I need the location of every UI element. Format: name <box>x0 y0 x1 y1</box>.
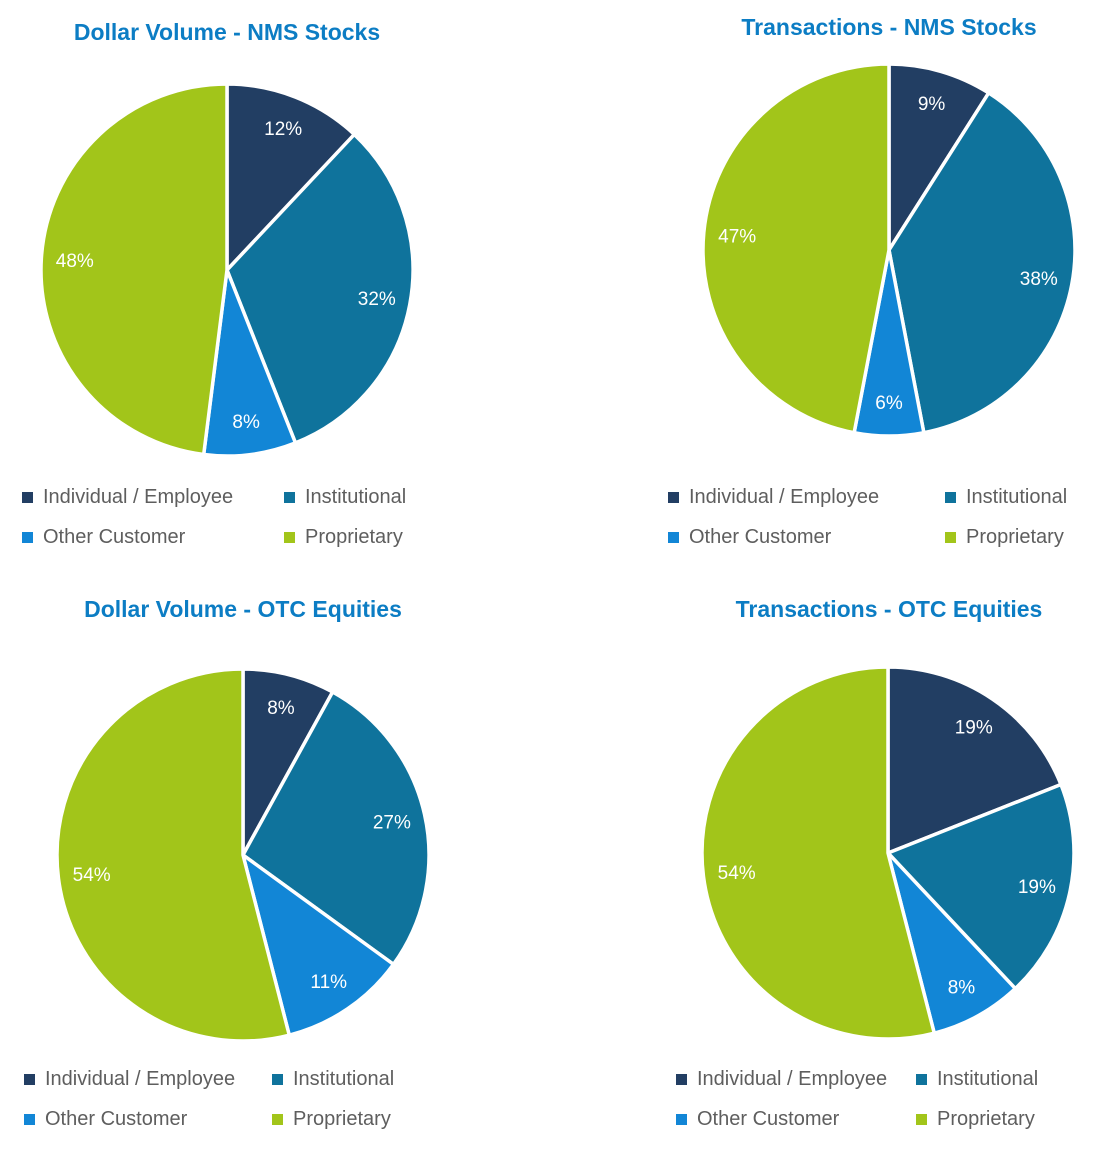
legend-label: Institutional <box>293 1068 395 1090</box>
slice-label: 32% <box>358 289 396 310</box>
legend-label: Individual / Employee <box>43 486 234 508</box>
pie-slice-institutional <box>240 689 431 967</box>
pie-slice-individual-employee <box>225 82 357 275</box>
legend-item-individual-employee: Individual / Employee <box>676 1068 916 1090</box>
legend-item-individual-employee: Individual / Employee <box>22 486 284 508</box>
slice-label: 38% <box>1020 269 1058 290</box>
chart-transactions-nms-stocks: Transactions - NMS Stocks 9% 38% 6% 47% Ind… <box>555 0 1110 581</box>
pie-slice-proprietary <box>39 82 229 457</box>
legend-swatch-blue <box>668 531 679 543</box>
legend-item-other-customer: Other Customer <box>22 526 284 548</box>
pie-chart: 12% 32% 8% 48% <box>39 82 415 458</box>
legend-label: Institutional <box>937 1068 1039 1090</box>
chart-dollar-volume-nms-stocks: Dollar Volume - NMS Stocks 12% 32% 8% 48% I… <box>0 0 555 581</box>
legend-item-other-customer: Other Customer <box>24 1108 272 1130</box>
legend-item-institutional: Institutional <box>945 486 1067 508</box>
slice-label: 8% <box>948 977 976 998</box>
legend-item-other-customer: Other Customer <box>676 1108 916 1130</box>
pie-slice-institutional <box>887 90 1077 435</box>
chart-title: Dollar Volume - OTC Equities <box>84 596 402 622</box>
legend-label: Individual / Employee <box>697 1068 888 1090</box>
legend-item-individual-employee: Individual / Employee <box>668 486 945 508</box>
legend-item-individual-employee: Individual / Employee <box>24 1068 272 1090</box>
slice-label: 6% <box>875 393 903 414</box>
pie-slice-individual-employee <box>886 665 1064 856</box>
chart-title: Transactions - OTC Equities <box>735 596 1043 622</box>
legend-label: Other Customer <box>43 526 186 548</box>
legend-label: Other Customer <box>689 526 832 548</box>
legend-label: Institutional <box>966 486 1068 508</box>
legend-swatch-blue <box>676 1113 687 1125</box>
slice-label: 47% <box>718 226 756 247</box>
chart-transactions-otc-equities: Transactions - OTC Equities 19% 19% 8% 54% … <box>555 581 1110 1162</box>
legend-label: Individual / Employee <box>689 486 880 508</box>
pie-slice-proprietary <box>700 665 937 1041</box>
legend-label: Proprietary <box>293 1108 391 1130</box>
chart-title: Transactions - NMS Stocks <box>741 14 1037 40</box>
legend-swatch-green <box>945 531 956 543</box>
legend-label: Proprietary <box>937 1108 1035 1130</box>
pie-slice-individual-employee <box>887 62 992 257</box>
legend-label: Institutional <box>305 486 407 508</box>
legend-item-other-customer: Other Customer <box>668 526 945 548</box>
pie-slice-institutional <box>884 782 1076 992</box>
chart-legend: Individual / Employee Institutional Othe… <box>668 486 1067 548</box>
legend-swatch-green <box>916 1113 927 1125</box>
slice-label: 19% <box>955 718 993 739</box>
slice-label: 54% <box>718 863 756 884</box>
legend-swatch-blue <box>22 531 33 543</box>
slice-label: 8% <box>267 698 295 719</box>
chart-dollar-volume-otc-equities: Dollar Volume - OTC Equities 8% 27% 11% 54%… <box>0 581 555 1162</box>
pie-slice-individual-employee <box>241 667 335 856</box>
slice-label: 11% <box>310 972 347 993</box>
legend-label: Other Customer <box>697 1108 840 1130</box>
legend-swatch-teal <box>916 1073 927 1085</box>
legend-swatch-green <box>272 1113 283 1125</box>
legend-label: Other Customer <box>45 1108 188 1130</box>
slice-label: 8% <box>232 412 260 433</box>
chart-legend: Individual / Employee Institutional Othe… <box>22 486 406 548</box>
legend-swatch-navy <box>24 1073 35 1085</box>
slice-label: 48% <box>56 251 94 272</box>
pie-chart: 9% 38% 6% 47% <box>701 62 1077 438</box>
legend-swatch-navy <box>668 491 679 503</box>
legend-swatch-navy <box>22 491 33 503</box>
legend-swatch-teal <box>272 1073 283 1085</box>
legend-item-proprietary: Proprietary <box>284 526 406 548</box>
slice-label: 12% <box>264 119 302 140</box>
legend-item-proprietary: Proprietary <box>945 526 1067 548</box>
slice-label: 19% <box>1018 877 1056 898</box>
pie-slice-proprietary <box>701 62 891 435</box>
pie-chart: 19% 19% 8% 54% <box>700 665 1076 1041</box>
legend-swatch-teal <box>284 491 295 503</box>
legend-swatch-teal <box>945 491 956 503</box>
pie-slice-other-customer <box>201 269 298 458</box>
chart-title: Dollar Volume - NMS Stocks <box>73 19 381 45</box>
legend-label: Proprietary <box>966 526 1064 548</box>
legend-swatch-navy <box>676 1073 687 1085</box>
pie-slice-proprietary <box>55 667 292 1043</box>
pie-chart: 8% 27% 11% 54% <box>55 667 431 1043</box>
slice-label: 54% <box>73 865 111 886</box>
legend-item-proprietary: Proprietary <box>916 1108 1038 1130</box>
legend-swatch-blue <box>24 1113 35 1125</box>
legend-item-institutional: Institutional <box>272 1068 394 1090</box>
slice-label: 9% <box>918 94 946 115</box>
legend-item-proprietary: Proprietary <box>272 1108 394 1130</box>
legend-swatch-green <box>284 531 295 543</box>
chart-legend: Individual / Employee Institutional Othe… <box>676 1068 1038 1130</box>
legend-label: Individual / Employee <box>45 1068 236 1090</box>
pie-slice-other-customer <box>240 850 396 1038</box>
pie-slice-other-customer <box>886 851 1018 1036</box>
legend-item-institutional: Institutional <box>284 486 406 508</box>
legend-label: Proprietary <box>305 526 403 548</box>
slice-label: 27% <box>373 812 411 833</box>
chart-legend: Individual / Employee Institutional Othe… <box>24 1068 394 1130</box>
pie-slice-institutional <box>224 131 415 446</box>
legend-item-institutional: Institutional <box>916 1068 1038 1090</box>
